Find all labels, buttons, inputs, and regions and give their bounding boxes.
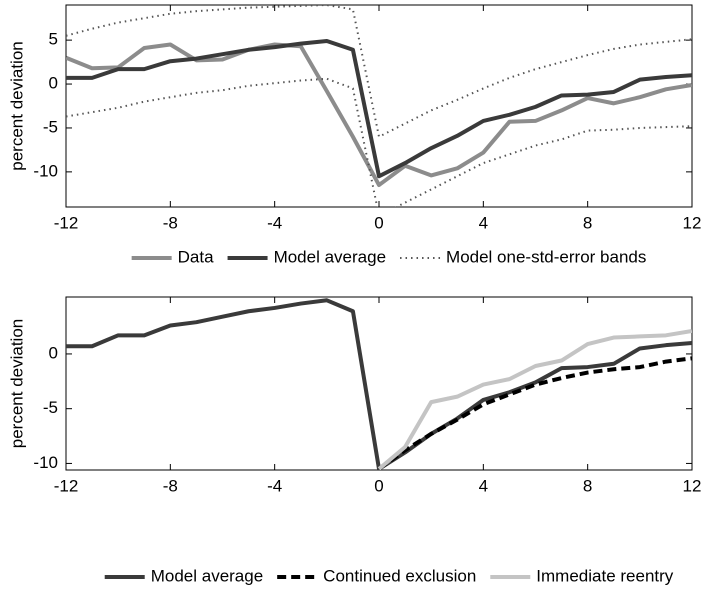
series-line xyxy=(377,356,692,470)
legend-label: Model average xyxy=(274,247,386,266)
y-tick-label: -5 xyxy=(43,117,58,136)
x-tick-label: -4 xyxy=(267,476,282,495)
x-tick-label: 8 xyxy=(583,476,592,495)
y-tick-label: -10 xyxy=(33,453,58,472)
legend-label: Continued exclusion xyxy=(323,566,476,585)
x-tick-label: -12 xyxy=(54,476,79,495)
legend: Model average Continued exclusion Immediat… xyxy=(104,566,674,585)
y-tick-label: -5 xyxy=(43,398,58,417)
y-axis-label: percent deviation xyxy=(7,319,26,448)
legend-label: Model average xyxy=(151,566,263,585)
x-tick-label: 4 xyxy=(479,213,488,232)
subplot: -12 -8 -4 0 4 8 12 -10 -5 0 5 percent deviation Data… xyxy=(7,4,702,266)
x-tick-label: 12 xyxy=(683,476,702,495)
x-tick-label: 0 xyxy=(374,476,383,495)
x-tick-label: 8 xyxy=(583,213,592,232)
x-tick-label: -4 xyxy=(267,213,282,232)
series-line xyxy=(66,42,692,188)
legend-label: Data xyxy=(178,247,214,266)
legend-label: Model one-std-error bands xyxy=(446,247,646,266)
series-line xyxy=(66,5,692,138)
series-line xyxy=(377,328,692,470)
series-line xyxy=(66,39,692,179)
legend-label: Immediate reentry xyxy=(536,566,673,585)
x-tick-label: 4 xyxy=(479,476,488,495)
legend: Data Model average Model one-std-error ban… xyxy=(131,247,646,266)
x-tick-label: -12 xyxy=(54,213,79,232)
x-tick-label: 0 xyxy=(374,213,383,232)
x-tick-label: -8 xyxy=(163,213,178,232)
y-axis-label: percent deviation xyxy=(7,41,26,170)
series-line xyxy=(66,298,692,470)
subplot: -12 -8 -4 0 4 8 12 -10 -5 0 percent deviation Model… xyxy=(7,296,702,585)
y-tick-label: -10 xyxy=(33,161,58,180)
x-tick-label: -8 xyxy=(163,476,178,495)
plot-frame xyxy=(65,296,693,471)
y-tick-label: 0 xyxy=(49,343,58,362)
y-tick-label: 5 xyxy=(49,30,58,49)
x-tick-label: 12 xyxy=(683,213,702,232)
y-tick-label: 0 xyxy=(49,74,58,93)
